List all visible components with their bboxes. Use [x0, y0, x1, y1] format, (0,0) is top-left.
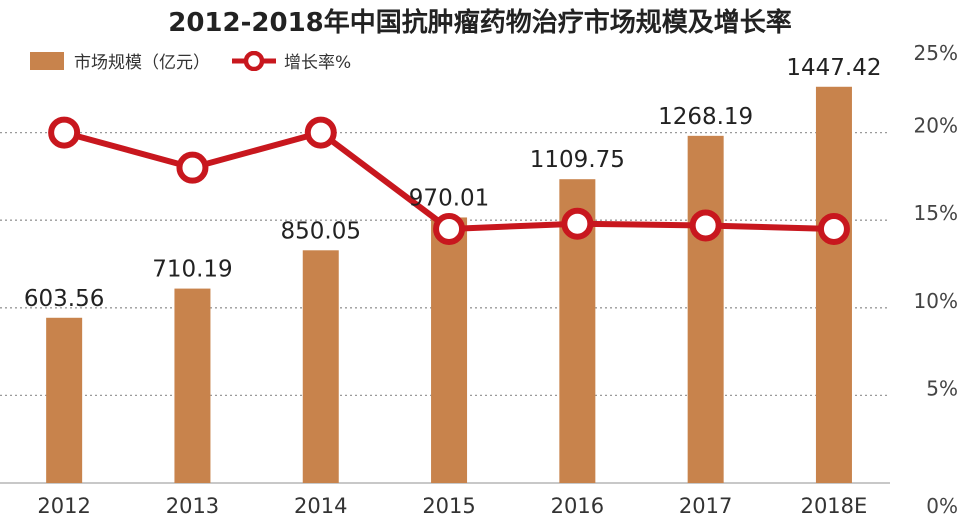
growth-rate-point: [304, 116, 337, 149]
bar: [815, 86, 852, 484]
legend-line-swatch: [232, 50, 276, 71]
growth-rate-point: [689, 209, 722, 242]
x-tick-label: 2012: [37, 494, 90, 518]
x-tick-label: 2013: [166, 494, 219, 518]
x-tick-label: 2015: [422, 494, 475, 518]
chart-title: 2012-2018年中国抗肿瘤药物治疗市场规模及增长率: [168, 8, 792, 38]
bar-value-label: 1268.19: [658, 104, 753, 130]
legend-item-market-size: 市场规模（亿元）: [30, 48, 210, 73]
legend-label-market-size: 市场规模（亿元）: [74, 53, 210, 73]
bar-value-label: 1447.42: [786, 55, 881, 81]
bar-value-label: 603.56: [24, 286, 104, 312]
x-tick-label: 2017: [679, 494, 732, 518]
y-right-tick-label: 0%: [926, 494, 958, 518]
growth-rate-point: [561, 207, 594, 240]
growth-rate-point: [433, 212, 466, 245]
bar: [431, 217, 468, 483]
x-tick-label: 2016: [551, 494, 604, 518]
legend-item-growth-rate: 增长率%: [232, 48, 351, 73]
y-right-tick-label: 25%: [914, 41, 958, 65]
bar-value-label: 710.19: [152, 257, 232, 283]
x-tick-label: 2014: [294, 494, 347, 518]
x-tick-label: 2018E: [801, 494, 868, 518]
y-right-tick-label: 20%: [914, 114, 958, 138]
growth-rate-point: [817, 212, 850, 245]
growth-rate-point: [48, 116, 81, 149]
growth-rate-point: [176, 151, 209, 184]
y-right-tick-label: 5%: [926, 376, 958, 400]
bar: [174, 288, 211, 483]
bar-value-label: 850.05: [281, 218, 361, 244]
bar-value-label: 1109.75: [530, 147, 625, 173]
bar-value-label: 970.01: [409, 185, 489, 211]
bar: [302, 250, 339, 483]
bar: [687, 135, 724, 483]
bar: [46, 317, 83, 483]
legend: 市场规模（亿元） 增长率%: [30, 48, 373, 73]
y-right-tick-label: 10%: [914, 289, 958, 313]
legend-label-growth-rate: 增长率%: [284, 53, 352, 73]
legend-bar-swatch: [30, 51, 64, 70]
y-right-tick-label: 15%: [914, 201, 958, 225]
